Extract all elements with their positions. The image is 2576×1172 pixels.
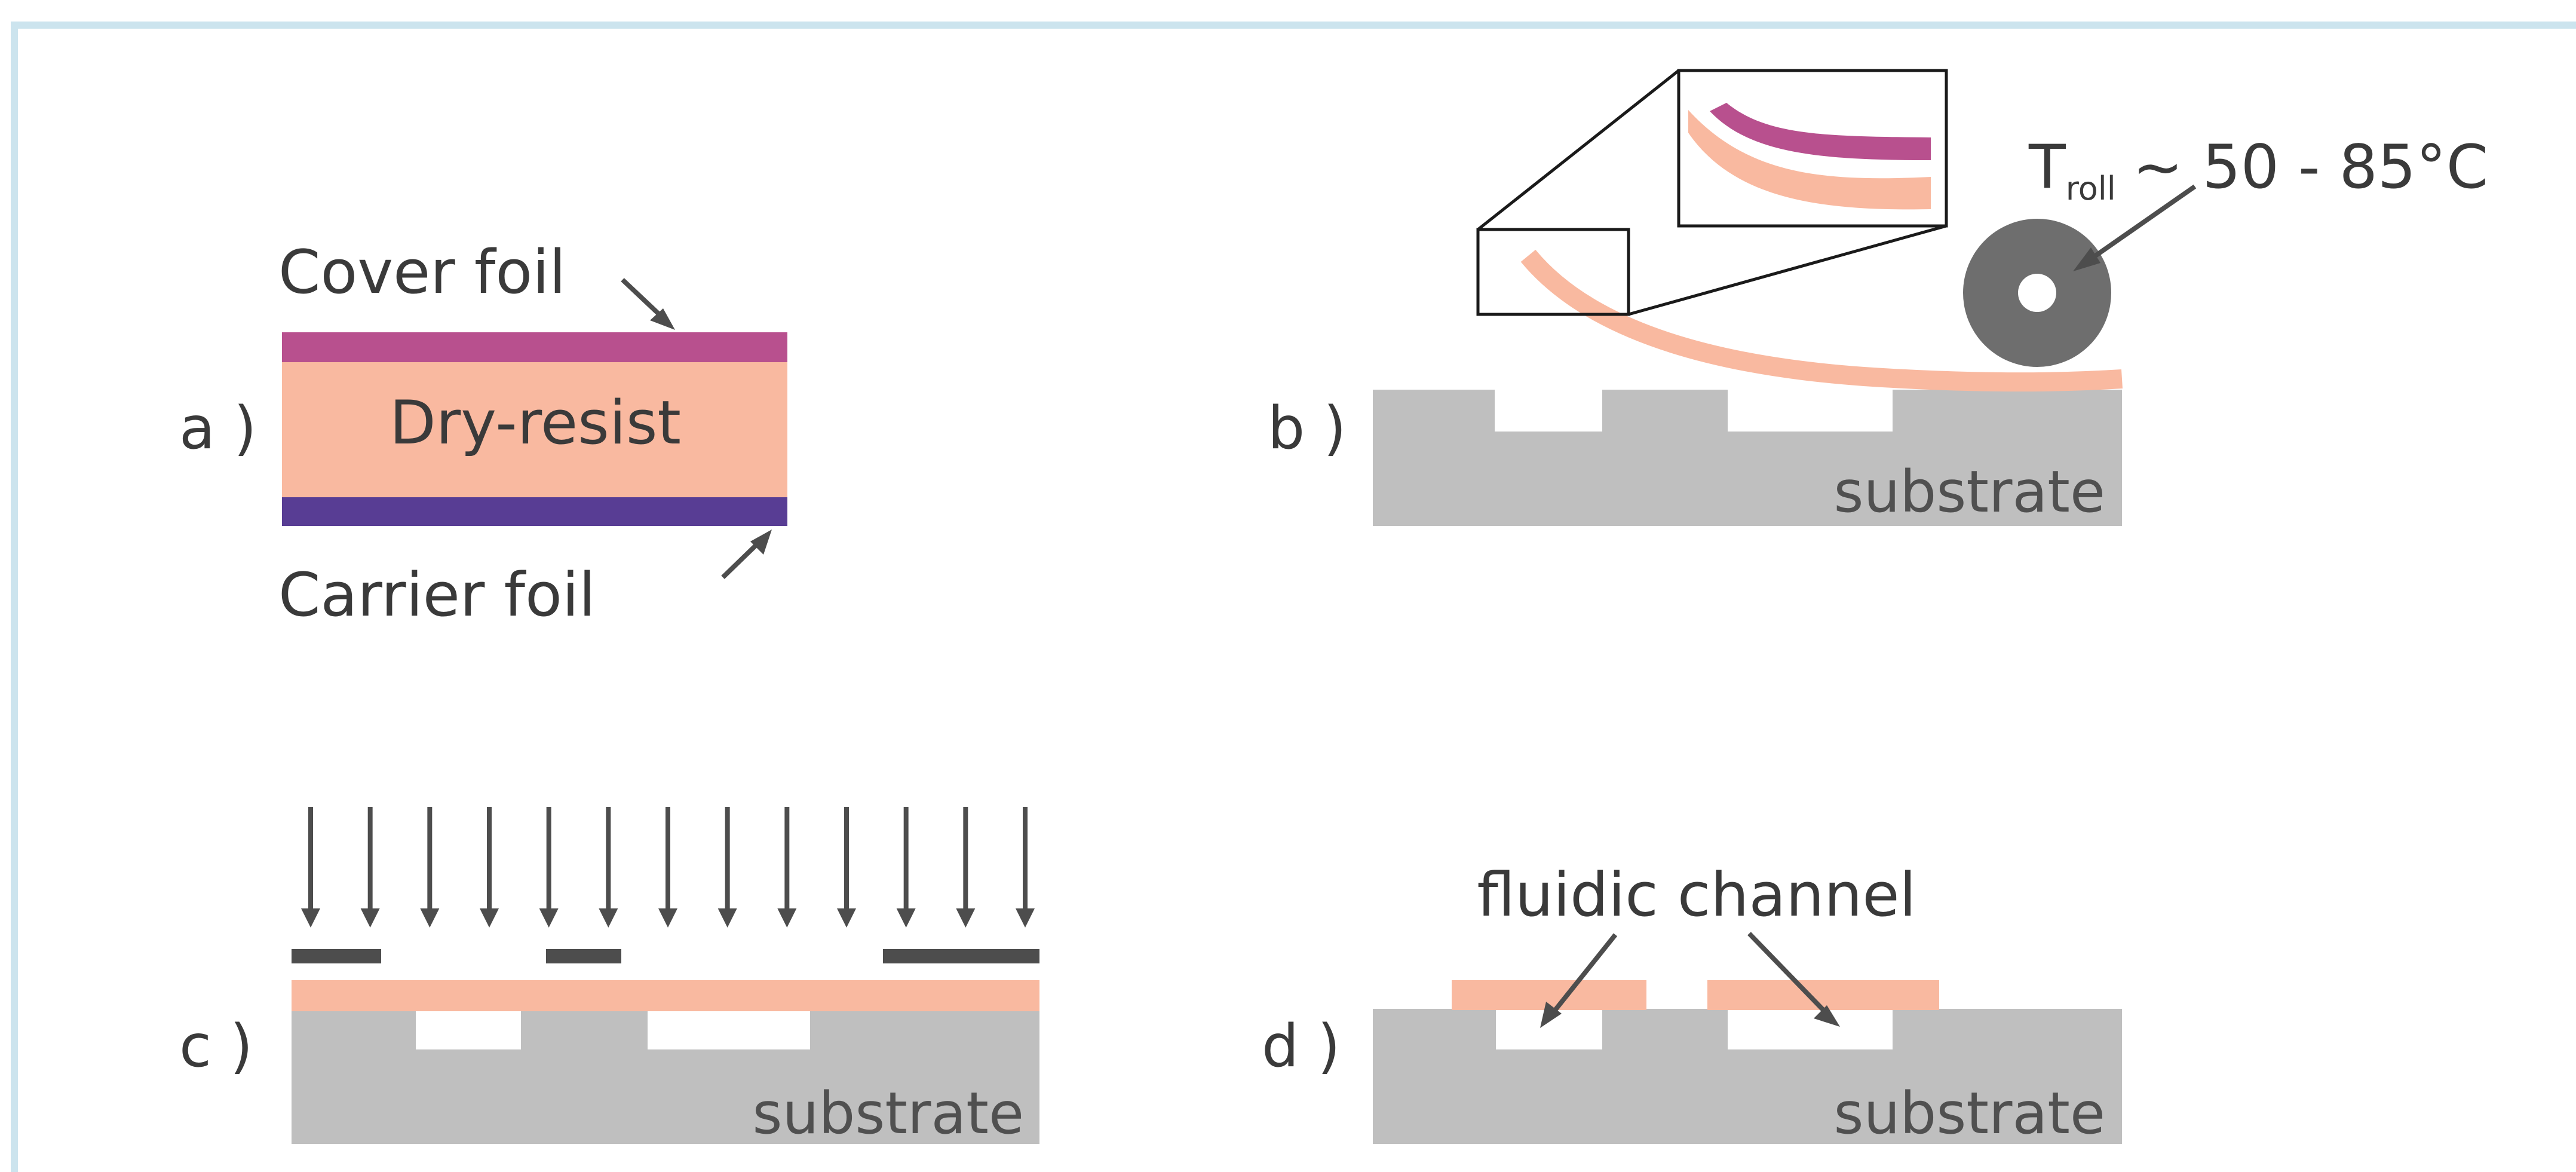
channel-arrow <box>1747 932 1840 1027</box>
uv-arrow <box>777 807 797 928</box>
uv-arrow <box>1016 807 1035 928</box>
zoom-inset <box>1677 69 1948 228</box>
panel-a: a ) Dry-resist Cover foil Carrier foil <box>179 237 787 630</box>
photomask-segment <box>292 949 381 963</box>
cover-foil-label: Cover foil <box>278 237 566 307</box>
dry-resist-film <box>1520 249 2123 392</box>
uv-arrow <box>599 807 618 928</box>
substrate-d-label: substrate <box>1834 1080 2105 1147</box>
inset-cover-foil <box>1710 103 1931 160</box>
fluidic-channel-label: fluidic channel <box>1477 859 1916 930</box>
uv-arrow <box>896 807 916 928</box>
cover-foil-layer <box>282 332 787 362</box>
carrier-foil-layer <box>282 497 787 526</box>
substrate-d <box>1373 1009 2122 1144</box>
substrate-b <box>1373 390 2122 526</box>
photomask-segment <box>883 949 1039 963</box>
uv-arrow <box>301 807 320 928</box>
uv-arrow <box>717 807 737 928</box>
dry-resist-layer-c <box>292 980 1039 1011</box>
panel-c-label: c ) <box>179 1012 253 1081</box>
zoom-region-box <box>1476 228 1630 316</box>
uv-arrow <box>539 807 559 928</box>
uv-arrow <box>658 807 677 928</box>
carrier-foil-arrow <box>721 530 772 579</box>
panel-b-label: b ) <box>1268 394 1347 463</box>
zoom-connector-top <box>1477 69 1680 231</box>
cover-foil-arrow <box>621 278 675 330</box>
uv-arrow <box>360 807 380 928</box>
carrier-foil-label: Carrier foil <box>278 559 596 630</box>
photomask-segment <box>546 949 621 963</box>
panel-b: b ) substrate Troll ~ 50 - 85°C <box>1268 69 2488 526</box>
roller-icon <box>1963 219 2111 367</box>
roller-temperature-label: Troll ~ 50 - 85°C <box>2028 131 2488 207</box>
panel-a-label: a ) <box>179 394 256 463</box>
uv-arrow <box>837 807 856 928</box>
channel-arrow <box>1540 933 1618 1028</box>
temp-subscript: roll <box>2066 170 2116 207</box>
uv-arrow <box>480 807 499 928</box>
inset-dry-resist <box>1688 110 1931 210</box>
zoom-connector-bottom <box>1628 224 1947 316</box>
panel-d: d ) fluidic channel substrate <box>1262 859 2122 1147</box>
substrate-c <box>292 1009 1039 1144</box>
substrate-c-label: substrate <box>753 1080 1024 1147</box>
uv-arrow <box>420 807 440 928</box>
temp-value: ~ 50 - 85°C <box>2133 131 2488 202</box>
dry-resist-label: Dry-resist <box>390 387 681 458</box>
substrate-b-label: substrate <box>1834 458 2105 525</box>
dry-resist-layer <box>282 362 787 497</box>
temp-symbol: T <box>2028 131 2066 202</box>
figure-frame <box>11 22 2576 1172</box>
roller-temp-arrow <box>2073 184 2197 271</box>
dry-resist-cap <box>1707 980 1939 1010</box>
uv-exposure-arrows <box>301 807 1035 928</box>
panel-d-label: d ) <box>1262 1012 1341 1081</box>
uv-arrow <box>956 807 976 928</box>
panel-c: c ) substrate <box>179 807 1039 1147</box>
